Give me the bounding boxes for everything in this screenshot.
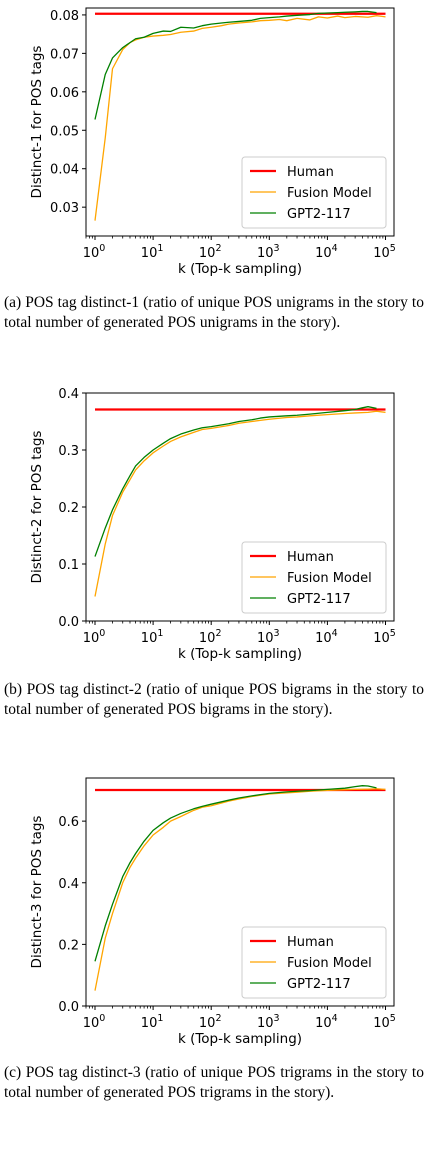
series-line-fusion-model xyxy=(94,15,386,221)
series-group xyxy=(94,785,386,991)
y-tick-label: 0.0 xyxy=(58,615,79,630)
legend-box xyxy=(241,541,387,614)
y-tick-label: 0.04 xyxy=(50,163,79,178)
legend-label-fusion-model: Fusion Model xyxy=(287,956,372,971)
x-tick-label: 104 xyxy=(315,628,338,646)
legend-label-gpt2-117: GPT2-117 xyxy=(287,207,351,222)
x-tick-label: 102 xyxy=(199,628,222,646)
x-axis-label: k (Top-k sampling) xyxy=(178,1031,302,1047)
x-tick-label: 105 xyxy=(373,1013,396,1031)
distinct-3-chart: 0.0 0.2 0.4 0.6 100 101 102 103 104 105 k (Top-k s… xyxy=(29,777,396,1047)
series-group xyxy=(94,10,386,221)
legend-label-human: Human xyxy=(287,165,334,180)
figure-panel-b: 0.0 0.1 0.2 0.3 0.4 100 101 102 103 104 105 k (Top-… xyxy=(0,385,428,770)
figure-panel-a: 0.03 0.04 0.05 0.06 0.07 0.08 100 101 102 103 104 1… xyxy=(0,0,428,385)
legend: Human Fusion Model GPT2-117 xyxy=(241,156,387,229)
x-tick-label: 101 xyxy=(141,243,164,261)
x-tick-label: 100 xyxy=(83,628,106,646)
y-tick-label: 0.2 xyxy=(58,501,79,516)
x-tick-label: 100 xyxy=(83,243,106,261)
y-tick-label: 0.06 xyxy=(50,86,79,101)
y-tick-label: 0.0 xyxy=(58,1000,79,1015)
y-axis-label: Distinct-1 for POS tags xyxy=(29,46,45,199)
y-tick-label: 0.2 xyxy=(58,938,79,953)
legend: Human Fusion Model GPT2-117 xyxy=(241,926,387,999)
legend-label-gpt2-117: GPT2-117 xyxy=(287,592,351,607)
x-tick-label: 105 xyxy=(373,243,396,261)
plot-frame xyxy=(85,777,395,1007)
legend-box xyxy=(241,926,387,999)
x-tick-label: 100 xyxy=(83,1013,106,1031)
x-tick-label: 104 xyxy=(315,243,338,261)
x-tick-label: 102 xyxy=(199,243,222,261)
y-tick-label: 0.05 xyxy=(50,124,79,139)
distinct-1-chart: 0.03 0.04 0.05 0.06 0.07 0.08 100 101 102 103 104 1… xyxy=(29,7,396,277)
y-tick-label: 0.3 xyxy=(58,444,79,459)
series-line-gpt2-117 xyxy=(94,785,377,962)
legend-label-human: Human xyxy=(287,935,334,950)
legend-label-gpt2-117: GPT2-117 xyxy=(287,977,351,992)
x-axis-label: k (Top-k sampling) xyxy=(178,646,302,662)
x-axis-label: k (Top-k sampling) xyxy=(178,261,302,277)
x-tick-label: 101 xyxy=(141,628,164,646)
figure-panel-c: 0.0 0.2 0.4 0.6 100 101 102 103 104 105 k (Top-k s… xyxy=(0,770,428,1154)
x-tick-label: 103 xyxy=(257,243,280,261)
y-tick-label: 0.07 xyxy=(50,47,79,62)
y-tick-label: 0.4 xyxy=(58,387,79,402)
caption-a: (a) POS tag distinct-1 (ratio of unique … xyxy=(4,294,424,331)
y-tick-label: 0.03 xyxy=(50,201,79,216)
series-line-gpt2-117 xyxy=(94,406,377,557)
x-tick-label: 102 xyxy=(199,1013,222,1031)
legend-box xyxy=(241,156,387,229)
series-group xyxy=(94,406,386,597)
legend-label-fusion-model: Fusion Model xyxy=(287,186,372,201)
y-tick-label: 0.1 xyxy=(58,558,79,573)
y-tick-label: 0.08 xyxy=(50,9,79,24)
legend-label-human: Human xyxy=(287,550,334,565)
y-axis-label: Distinct-3 for POS tags xyxy=(29,816,45,969)
series-line-fusion-model xyxy=(94,788,386,991)
distinct-2-chart: 0.0 0.1 0.2 0.3 0.4 100 101 102 103 104 105 k (Top-… xyxy=(29,387,396,662)
series-line-gpt2-117 xyxy=(94,10,377,120)
y-axis-label: Distinct-2 for POS tags xyxy=(29,431,45,584)
series-line-fusion-model xyxy=(94,410,386,597)
x-tick-label: 103 xyxy=(257,628,280,646)
x-tick-label: 103 xyxy=(257,1013,280,1031)
x-tick-label: 104 xyxy=(315,1013,338,1031)
y-tick-label: 0.6 xyxy=(58,815,79,830)
y-tick-label: 0.4 xyxy=(58,877,79,892)
caption-b: (b) POS tag distinct-2 (ratio of unique … xyxy=(4,681,424,718)
x-tick-label: 101 xyxy=(141,1013,164,1031)
legend: Human Fusion Model GPT2-117 xyxy=(241,541,387,614)
x-tick-label: 105 xyxy=(373,628,396,646)
caption-c: (c) POS tag distinct-3 (ratio of unique … xyxy=(4,1064,424,1101)
legend-label-fusion-model: Fusion Model xyxy=(287,571,372,586)
plot-frame xyxy=(85,7,395,237)
